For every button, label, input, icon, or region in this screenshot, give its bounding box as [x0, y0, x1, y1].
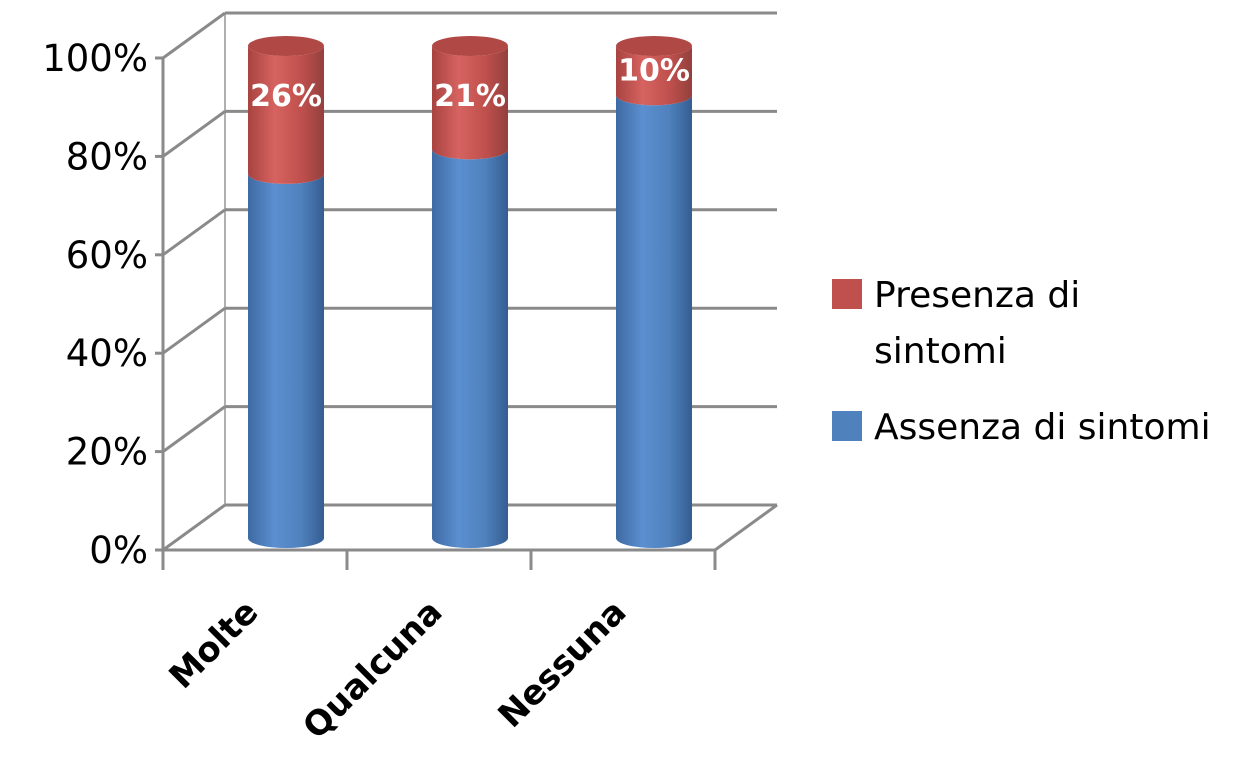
plot-frame [155, 13, 778, 570]
gridline-depth [162, 503, 226, 552]
legend-swatch [832, 279, 862, 309]
gridline-depth [162, 11, 226, 60]
bar-absence [616, 95, 692, 548]
floor-depth-edge [714, 503, 778, 552]
gridline-depth [162, 208, 226, 257]
x-category-label: Molte [162, 592, 267, 697]
bar-presence [248, 46, 324, 184]
x-category-label: Qualcuna [295, 592, 450, 747]
cylinder-top [248, 36, 324, 56]
y-axis-tick-labels: 0% 20% 40% 60% 80% 100% [42, 37, 148, 572]
gridline-depth [162, 110, 226, 158]
cylinder-top [616, 36, 692, 56]
y-tick-label: 40% [66, 332, 148, 375]
legend: Presenza di sintomi Assenza di sintomi [832, 275, 1211, 448]
bar-absence [248, 173, 324, 549]
legend-label: Presenza di [874, 275, 1080, 316]
cylinder-top [432, 36, 508, 56]
data-label: 10% [618, 54, 690, 89]
data-label: 21% [434, 79, 506, 114]
legend-label: sintomi [874, 331, 1007, 372]
bar-absence [432, 149, 508, 548]
bar-presence [432, 46, 508, 160]
y-tick-label: 60% [66, 234, 148, 277]
y-tick-label: 0% [89, 529, 148, 572]
data-label: 26% [250, 79, 322, 114]
y-tick-label: 80% [66, 135, 148, 178]
y-tick-label: 20% [66, 431, 148, 474]
legend-swatch [832, 411, 862, 441]
data-labels: 26% 21% 10% [250, 54, 690, 114]
y-tick-label: 100% [42, 37, 148, 80]
x-category-label: Nessuna [491, 592, 635, 736]
bars [248, 36, 692, 549]
legend-label: Assenza di sintomi [874, 407, 1211, 448]
x-axis-category-labels: Molte Qualcuna Nessuna [162, 592, 635, 747]
gridline-depth [162, 405, 226, 453]
gridline-depth [162, 306, 226, 355]
bar-presence [616, 46, 692, 106]
